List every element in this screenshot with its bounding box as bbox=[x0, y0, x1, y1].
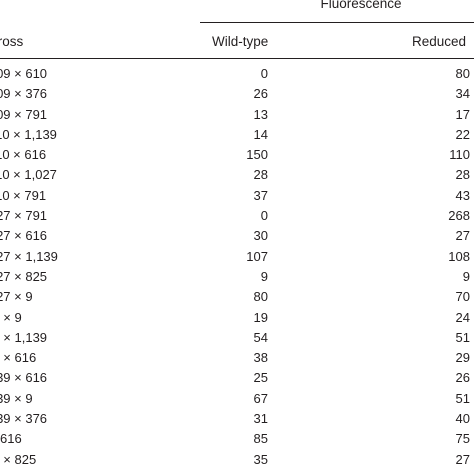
cell-cross: 1,139 × 616 bbox=[0, 370, 48, 386]
column-header-wildtype: Wild-type bbox=[212, 34, 269, 49]
cell-wildtype: 38 bbox=[253, 350, 268, 366]
table-row: 791 × 616 38 29 bbox=[0, 348, 474, 368]
table-row: 1,110 × 616 150 110 bbox=[0, 145, 474, 165]
cell-reduced: 40 bbox=[455, 411, 470, 427]
table-row: 1,027 × 825 9 9 bbox=[0, 267, 474, 287]
cell-reduced: 110 bbox=[449, 147, 470, 163]
cell-reduced: 24 bbox=[455, 309, 470, 325]
cell-wildtype: 0 bbox=[260, 208, 268, 224]
table-row: 1,027 × 9 80 70 bbox=[0, 287, 474, 307]
table-row: 791 × 1,139 54 51 bbox=[0, 328, 474, 348]
cell-cross: 791 × 9 bbox=[0, 309, 22, 325]
table-row: 1,110 × 1,027 28 28 bbox=[0, 165, 474, 185]
cell-cross: 1,110 × 791 bbox=[0, 187, 47, 203]
cell-wildtype: 0 bbox=[260, 66, 268, 81]
cell-wildtype: 14 bbox=[253, 126, 268, 142]
table-row: 1,709 × 376 26 34 bbox=[0, 84, 474, 104]
cell-reduced: 51 bbox=[455, 329, 470, 345]
table-row: 1,027 × 616 30 27 bbox=[0, 226, 474, 246]
cell-cross: 1,709 × 610 bbox=[0, 66, 48, 81]
table-row: 616 × 825 35 27 bbox=[0, 450, 474, 470]
cell-wildtype: 37 bbox=[253, 187, 268, 203]
cell-wildtype: 25 bbox=[253, 370, 268, 386]
table-row: 1,027 × 1,139 107 108 bbox=[0, 247, 474, 267]
cell-wildtype: 150 bbox=[246, 147, 268, 163]
cell-wildtype: 28 bbox=[253, 167, 268, 183]
cell-reduced: 51 bbox=[455, 390, 470, 406]
table-row: 1,027 × 791 0 268 bbox=[0, 206, 474, 226]
group-header-rule bbox=[200, 22, 474, 23]
cell-cross: 1,110 × 1,027 bbox=[0, 167, 57, 183]
cell-reduced: 108 bbox=[448, 248, 470, 264]
cell-reduced: 22 bbox=[455, 126, 470, 142]
cell-reduced: 70 bbox=[455, 289, 470, 305]
cell-reduced: 29 bbox=[455, 350, 470, 366]
cell-wildtype: 80 bbox=[253, 289, 268, 305]
cell-cross: 791 × 616 bbox=[0, 350, 37, 366]
cell-wildtype: 107 bbox=[246, 248, 268, 264]
cell-cross: 9 × 616 bbox=[0, 431, 22, 447]
cell-cross: 1,110 × 1,139 bbox=[0, 126, 57, 142]
cell-wildtype: 26 bbox=[253, 86, 268, 102]
cell-cross: 791 × 1,139 bbox=[0, 329, 48, 345]
cell-wildtype: 30 bbox=[253, 228, 268, 244]
cell-cross: 1,709 × 791 bbox=[0, 106, 48, 122]
cell-cross: 1,027 × 791 bbox=[0, 208, 48, 224]
cell-cross: 1,027 × 825 bbox=[0, 268, 48, 284]
table-row: 1,709 × 610 0 80 bbox=[0, 64, 474, 84]
column-header-reduced: Reduced bbox=[412, 34, 467, 49]
cell-wildtype: 54 bbox=[253, 329, 268, 345]
cell-wildtype: 67 bbox=[253, 390, 268, 406]
cell-wildtype: 35 bbox=[253, 451, 268, 467]
cell-reduced: 80 bbox=[455, 66, 470, 81]
data-table-body: 1,709 × 610 0 80 1,709 × 376 26 34 1,709 × 7… bbox=[0, 64, 474, 470]
table-row: 1,110 × 1,139 14 22 bbox=[0, 125, 474, 145]
cell-reduced: 75 bbox=[455, 431, 470, 447]
cell-reduced: 27 bbox=[455, 451, 470, 467]
table-row: 1,110 × 791 37 43 bbox=[0, 186, 474, 206]
table-row: 791 × 9 19 24 bbox=[0, 308, 474, 328]
cell-reduced: 26 bbox=[455, 370, 470, 386]
table-row: 1,139 × 616 25 26 bbox=[0, 368, 474, 388]
cell-reduced: 27 bbox=[455, 228, 470, 244]
cell-wildtype: 13 bbox=[253, 106, 268, 122]
cell-wildtype: 19 bbox=[253, 309, 268, 325]
cell-wildtype: 9 bbox=[260, 268, 268, 284]
table-row: 1,709 × 791 13 17 bbox=[0, 105, 474, 125]
table-row: 9 × 616 85 75 bbox=[0, 429, 474, 449]
cell-cross: 1,110 × 616 bbox=[0, 147, 47, 163]
cell-cross: 1,709 × 376 bbox=[0, 86, 48, 102]
cell-cross: 616 × 825 bbox=[0, 451, 37, 467]
cell-cross: 1,027 × 9 bbox=[0, 289, 33, 305]
cell-reduced: 43 bbox=[455, 187, 470, 203]
cell-reduced: 9 bbox=[462, 268, 470, 284]
cell-wildtype: 31 bbox=[253, 411, 268, 427]
cell-wildtype: 85 bbox=[253, 431, 268, 447]
cell-reduced: 268 bbox=[448, 208, 470, 224]
column-header-cross: Cross bbox=[0, 34, 24, 49]
fluorescence-group-header: Fluorescence bbox=[320, 0, 402, 11]
cell-cross: 1,139 × 376 bbox=[0, 411, 48, 427]
cell-reduced: 17 bbox=[455, 106, 470, 122]
column-header-rule bbox=[0, 58, 474, 59]
table-row: 1,139 × 9 67 51 bbox=[0, 389, 474, 409]
cell-cross: 1,027 × 616 bbox=[0, 228, 48, 244]
cell-reduced: 28 bbox=[455, 167, 470, 183]
cell-reduced: 34 bbox=[455, 86, 470, 102]
cell-cross: 1,027 × 1,139 bbox=[0, 248, 58, 264]
cell-cross: 1,139 × 9 bbox=[0, 390, 33, 406]
table-row: 1,139 × 376 31 40 bbox=[0, 409, 474, 429]
